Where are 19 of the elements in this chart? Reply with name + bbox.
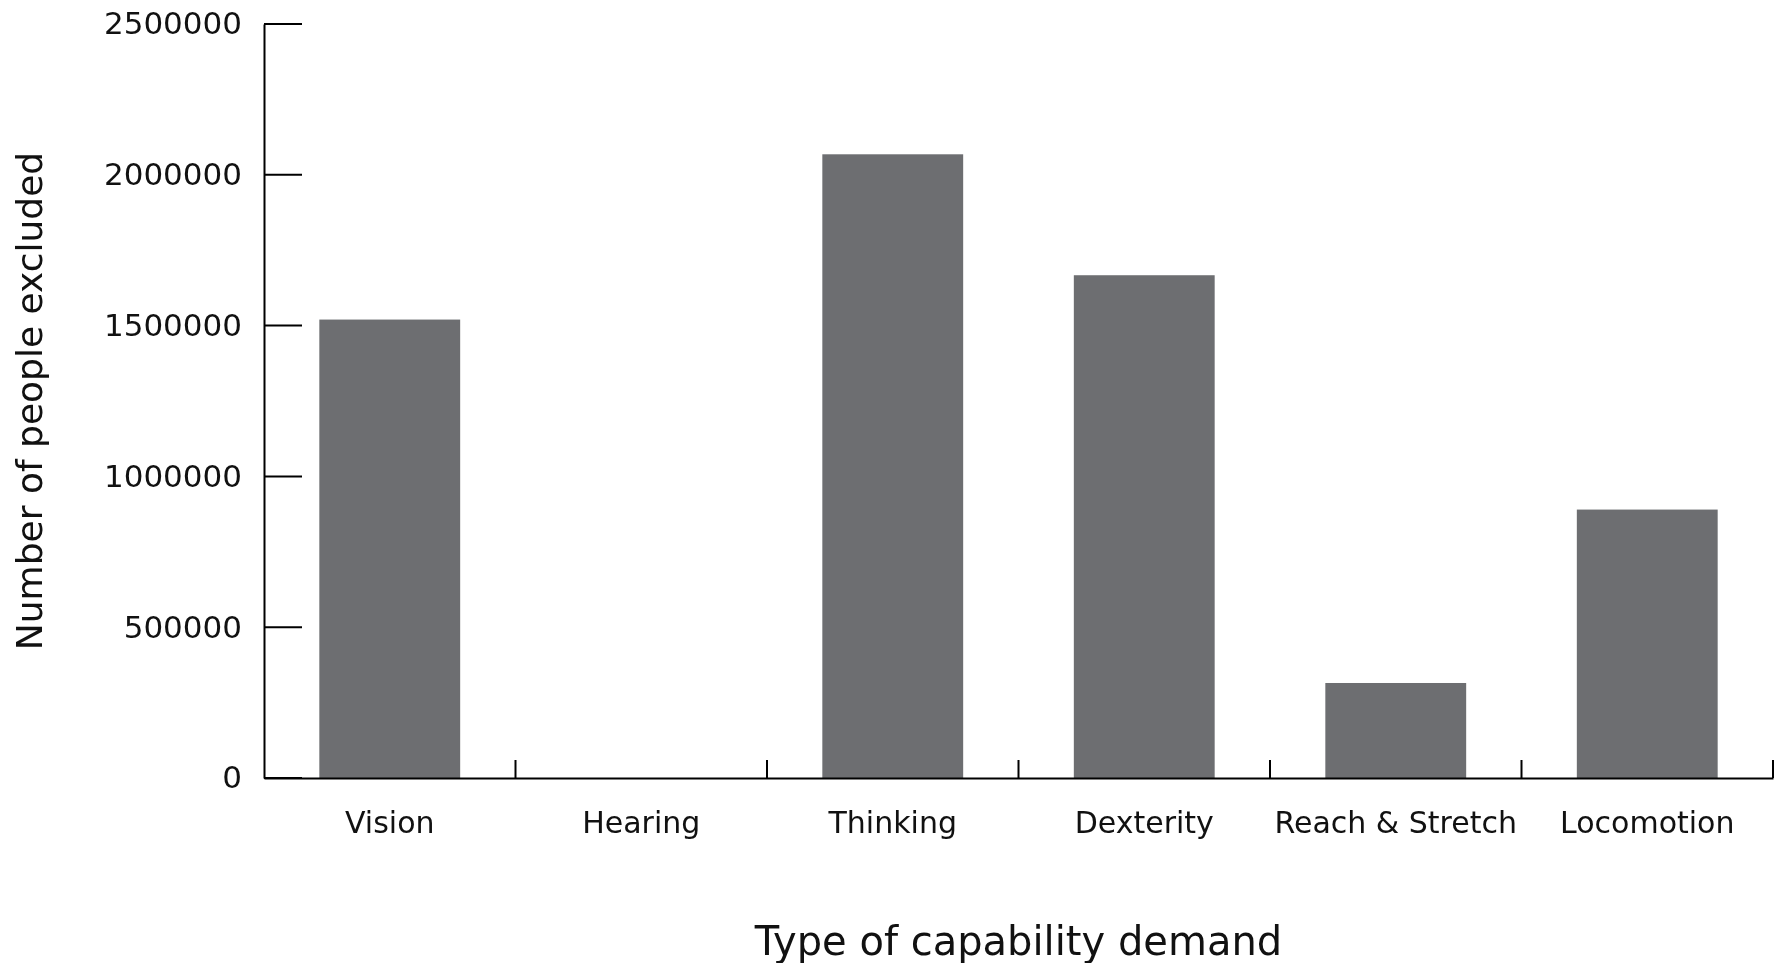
bar	[822, 154, 964, 778]
y-tick-label: 0	[222, 759, 242, 796]
y-tick-label: 1500000	[103, 307, 242, 344]
bar	[1073, 275, 1215, 778]
y-tick-label: 2000000	[103, 156, 242, 193]
x-tick-label: Locomotion	[1560, 805, 1735, 840]
y-tick-label: 2500000	[103, 5, 242, 42]
x-tick-label: Reach & Stretch	[1274, 805, 1518, 840]
y-axis-title: Number of people excluded	[9, 151, 50, 651]
bar	[319, 319, 461, 778]
x-tick-label: Dexterity	[1074, 805, 1214, 840]
x-tick-label: Hearing	[582, 805, 701, 840]
y-tick-label: 1000000	[103, 457, 242, 494]
x-tick-label: Thinking	[827, 805, 957, 840]
y-tick-label: 500000	[123, 608, 242, 645]
x-tick-label: Vision	[344, 805, 435, 840]
bar	[1576, 509, 1718, 778]
bar	[1325, 683, 1467, 778]
x-axis-title: Type of capability demand	[753, 918, 1283, 963]
